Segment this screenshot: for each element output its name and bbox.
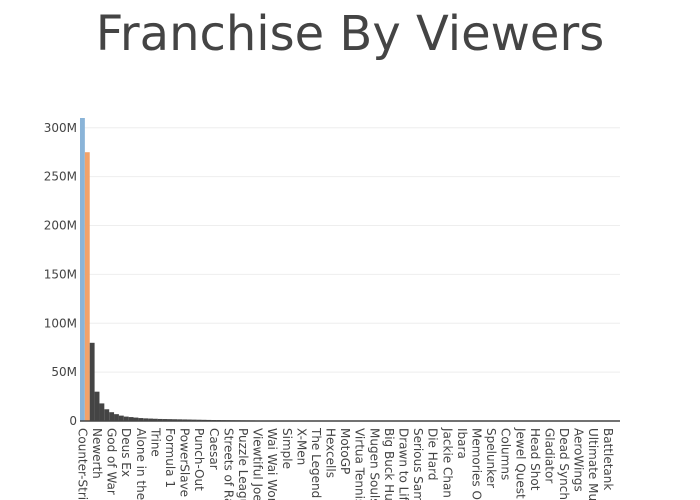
x-tick-label: Formula 1 [163, 428, 177, 488]
x-tick-label: Memories Of [469, 428, 483, 500]
bar [167, 419, 173, 421]
x-tick-label: Serious Sam [411, 428, 425, 500]
x-tick-label: Spelunker [484, 428, 498, 488]
x-tick-label: AeroWings [572, 428, 586, 492]
bar [94, 391, 100, 421]
x-tick-label: Streets of Ra [221, 428, 235, 500]
x-tick-label: Jackie Chan [440, 427, 454, 498]
x-tick-label: Mugen Souls [367, 428, 381, 500]
y-tick-label: 200M [44, 219, 77, 233]
x-tick-label: Newerth [90, 428, 104, 479]
x-tick-label: Viewtiful Joe [251, 428, 265, 500]
bar [162, 419, 168, 421]
x-tick-label: Alone in the I [134, 428, 148, 500]
y-tick-label: 100M [44, 316, 77, 330]
bar [128, 417, 134, 421]
x-tick-label: Trine [148, 427, 162, 457]
x-tick-label: Ultimate Mus [586, 428, 600, 500]
x-tick-label: Gladiator [542, 428, 556, 483]
bar [109, 412, 115, 421]
bar [182, 419, 188, 421]
bar [114, 414, 119, 421]
x-tick-label: Virtua Tennis [353, 428, 367, 500]
x-tick-label: Dead Synchr [557, 428, 571, 500]
x-tick-label: Deus Ex [119, 428, 133, 477]
x-tick-label: Drawn to Life [397, 428, 411, 500]
bar [89, 342, 95, 421]
x-tick-label: Columns [499, 428, 513, 480]
y-tick-label: 0 [69, 414, 77, 428]
chart-title: Franchise By Viewers [96, 6, 604, 62]
y-tick-label: 150M [44, 267, 77, 281]
bar [133, 417, 139, 421]
bar [80, 118, 85, 421]
x-tick-label: Ibara [455, 428, 469, 459]
x-tick-label: Wai Wai Wor [265, 428, 279, 500]
x-tick-label: Simple [280, 428, 294, 469]
y-tick-label: 300M [44, 121, 77, 135]
bar [84, 152, 90, 422]
bar [118, 415, 124, 421]
bar [177, 419, 183, 421]
x-tick-label: X-Men [294, 428, 308, 465]
bar [143, 418, 149, 421]
x-tick-label: Punch-Out [192, 428, 206, 491]
y-tick-label: 250M [44, 170, 77, 184]
x-tick-label: Counter-Strik [75, 428, 89, 500]
x-tick-label: The Legend o [309, 427, 323, 500]
bar [148, 418, 153, 421]
bar [138, 418, 144, 421]
x-tick-label: Battletank [601, 428, 615, 490]
x-tick-label: PowerSlave [178, 428, 192, 497]
bar [123, 416, 129, 421]
x-tick-label: MotoGP [338, 428, 352, 474]
x-tick-label: Puzzle Leagu [236, 428, 250, 500]
bar [172, 419, 178, 421]
bar [157, 418, 163, 421]
x-tick-label: Die Hard [426, 428, 440, 481]
bar [152, 418, 158, 421]
x-tick-label: Big Buck Hur [382, 428, 396, 500]
x-tick-label: Jewel Quest [513, 427, 527, 499]
y-tick-label: 50M [51, 365, 77, 379]
x-tick-label: Hexcells [324, 428, 338, 478]
bar [104, 409, 110, 421]
x-tick-label: Caesar [207, 428, 221, 470]
bar [99, 403, 105, 421]
x-tick-label: Head Shot [528, 428, 542, 491]
x-tick-label: God of War [105, 428, 119, 495]
